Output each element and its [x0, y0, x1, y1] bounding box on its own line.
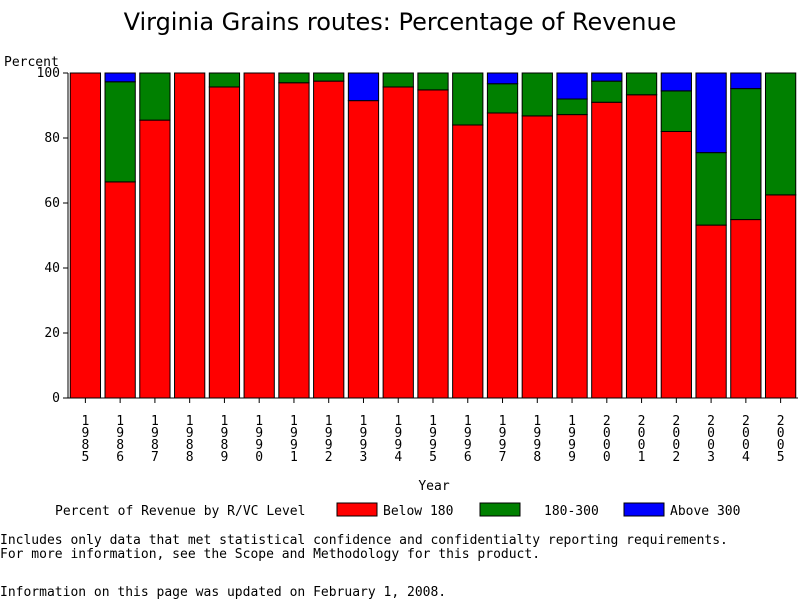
legend-label: 180-300	[544, 504, 599, 519]
bar-segment	[521, 72, 553, 117]
y-tick-label: 40	[44, 261, 60, 276]
bar-segment	[208, 86, 241, 399]
bar-segment	[625, 94, 658, 399]
bar-segment	[347, 72, 380, 102]
bar-segment	[139, 119, 171, 399]
updated-note: Information on this page was updated on …	[0, 585, 447, 600]
legend-swatch	[479, 502, 521, 517]
footnote-line: Includes only data that met statistical …	[0, 533, 728, 548]
y-tick-label: 100	[37, 66, 60, 81]
bar-segment	[695, 152, 727, 226]
bar-segment	[695, 72, 727, 154]
bar-segment	[452, 124, 484, 399]
bar-segment	[591, 80, 623, 103]
bar-segment	[486, 112, 519, 399]
y-axis-label: Percent	[4, 55, 59, 70]
bar-segment	[591, 72, 623, 82]
bar-segment	[660, 72, 692, 92]
bar-segment	[382, 86, 414, 399]
bar-segment	[278, 72, 310, 84]
y-tick-label: 0	[52, 391, 60, 406]
bar-segment	[486, 83, 519, 114]
bar-segment	[104, 72, 136, 83]
footnote-line: For more information, see the Scope and …	[0, 547, 541, 562]
bar-segment	[625, 72, 658, 96]
bar-segment	[139, 72, 171, 121]
bar-segment	[764, 194, 797, 399]
bar-segment	[730, 72, 762, 90]
y-tick-label: 60	[44, 196, 60, 211]
bar-segment	[556, 72, 588, 100]
legend-swatch	[336, 502, 378, 517]
bar-segment	[417, 89, 449, 399]
bar-segment	[347, 100, 380, 399]
legend-label: Below 180	[383, 504, 453, 519]
bar-segment	[382, 72, 414, 88]
legend-label: Above 300	[670, 504, 740, 519]
bar-segment	[556, 114, 588, 399]
y-tick-label: 80	[44, 131, 60, 146]
legend-title: Percent of Revenue by R/VC Level	[55, 504, 305, 519]
bar-segment	[417, 72, 449, 91]
bar-segment	[764, 72, 797, 196]
x-axis-label: Year	[418, 479, 449, 494]
bar-segment	[174, 72, 206, 399]
bar-segment	[313, 72, 345, 82]
footnotes: Includes only data that met statistical …	[0, 534, 728, 562]
bar-segment	[521, 115, 553, 399]
legend: Percent of Revenue by R/VC Level Below 1…	[55, 502, 740, 519]
bar-segment	[208, 72, 241, 88]
bar-segment	[69, 72, 102, 399]
bar-segment	[660, 90, 692, 132]
bar-segment	[556, 98, 588, 116]
bar-segment	[695, 224, 727, 399]
bar-segment	[104, 181, 136, 399]
chart-title: Virginia Grains routes: Percentage of Re…	[124, 8, 677, 36]
bar-segment	[243, 72, 275, 399]
bar-segment	[591, 101, 623, 399]
legend-swatch	[623, 502, 665, 517]
bar-segment	[730, 219, 762, 399]
bar-segment	[486, 72, 519, 85]
bar-segment	[660, 131, 692, 399]
bar-segment	[278, 82, 310, 399]
bar-segment	[313, 80, 345, 399]
bar-segment	[730, 88, 762, 221]
bar-segment	[452, 72, 484, 126]
bar-segment	[104, 81, 136, 183]
y-tick-label: 20	[44, 326, 60, 341]
plot-area: 0 20 40 60 80 100 1 9 8 5 1 9 8 6 1 9 8 7 1 9 8 8 1 9 8 9 1 9 9 0 1 9 9 1…	[37, 66, 798, 465]
